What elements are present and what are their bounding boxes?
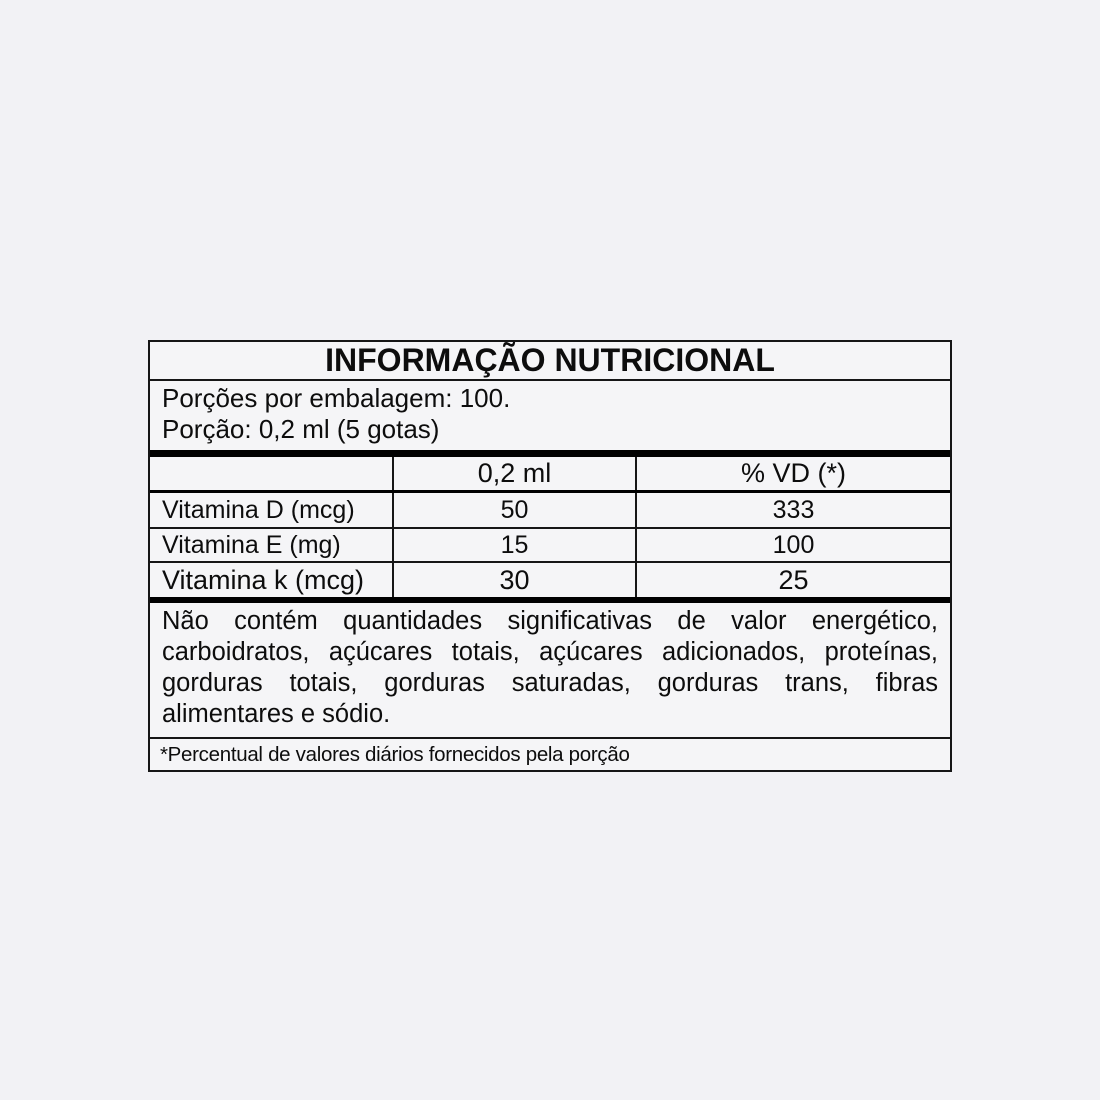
header-cell-amount: 0,2 ml [392,457,635,490]
separator-bar-thick [150,450,950,457]
nutrition-title: INFORMAÇÃO NUTRICIONAL [150,342,950,381]
header-cell-daily-value: % VD (*) [635,457,950,490]
separator-bar-medium [150,490,950,493]
nutrient-name: Vitamina k (mcg) [162,564,365,595]
nutrient-amount: 50 [392,493,635,527]
separator-bar-thick [150,597,950,603]
serving-size: Porção: 0,2 ml (5 gotas) [162,414,440,444]
nutrition-facts-panel: INFORMAÇÃO NUTRICIONAL Porções por embal… [148,340,952,772]
nutrient-amount: 30 [392,563,635,597]
table-row: Vitamina D (mcg) 50 333 [150,493,950,527]
table-header-row: 0,2 ml % VD (*) [150,457,950,490]
header-cell-empty [150,457,392,490]
nutrient-name: Vitamina D (mcg) [162,495,355,524]
insignificant-amounts-note: Não contém quantidades significativas de… [162,607,938,728]
table-row: Vitamina k (mcg) 30 25 [150,561,950,597]
nutrient-daily-value: 25 [635,563,950,597]
table-row: Vitamina E (mg) 15 100 [150,527,950,561]
nutrient-daily-value: 333 [635,493,950,527]
nutrient-rows: Vitamina D (mcg) 50 333 Vitamina E (mg) … [150,493,950,597]
servings-block: Porções por embalagem: 100. Porção: 0,2 … [150,381,950,450]
nutrient-amount: 15 [392,529,635,561]
nutrient-daily-value: 100 [635,529,950,561]
servings-per-package: Porções por embalagem: 100. [162,383,511,413]
daily-value-footnote: *Percentual de valores diários fornecido… [150,737,950,770]
nutrient-name: Vitamina E (mg) [162,530,341,559]
